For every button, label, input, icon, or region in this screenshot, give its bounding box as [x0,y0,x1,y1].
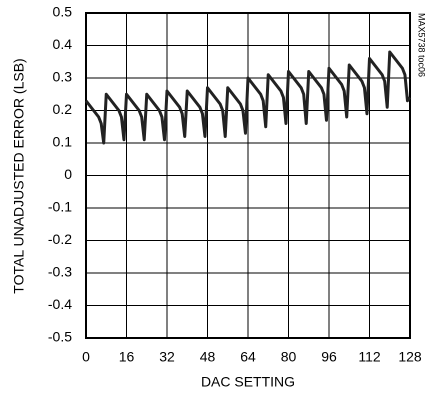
plot-frame [85,12,411,339]
y-tick-label: -0.5 [48,329,72,345]
x-tick-label: 48 [200,349,216,365]
y-axis-label: TOTAL UNADJUSTED ERROR (LSB) [11,58,27,293]
x-tick-label: 64 [240,349,256,365]
y-tick-label: 0.2 [53,101,73,117]
annotation: MAX5738 toc06 [417,13,427,77]
x-tick-label: 32 [159,349,175,365]
x-axis-label: DAC SETTING [201,374,295,390]
y-tick-label: -0.2 [48,231,72,247]
data-line [84,50,412,145]
y-tick-label: 0.1 [53,134,73,150]
x-tick-label: 112 [358,349,381,365]
y-tick-label: -0.1 [48,199,72,215]
y-tick-label: 0 [64,166,72,182]
y-tick-label: -0.4 [48,296,72,312]
y-tick-label: 0.3 [53,69,73,85]
x-tick-label: 80 [281,349,297,365]
x-tick-label: 96 [321,349,337,365]
x-tick-label: 128 [398,349,422,365]
x-tick-label: 16 [119,349,135,365]
x-tick-label: 0 [82,349,90,365]
y-tick-label: -0.3 [48,264,72,280]
y-tick-label: 0.5 [53,4,73,20]
y-tick-label: 0.4 [53,36,73,52]
